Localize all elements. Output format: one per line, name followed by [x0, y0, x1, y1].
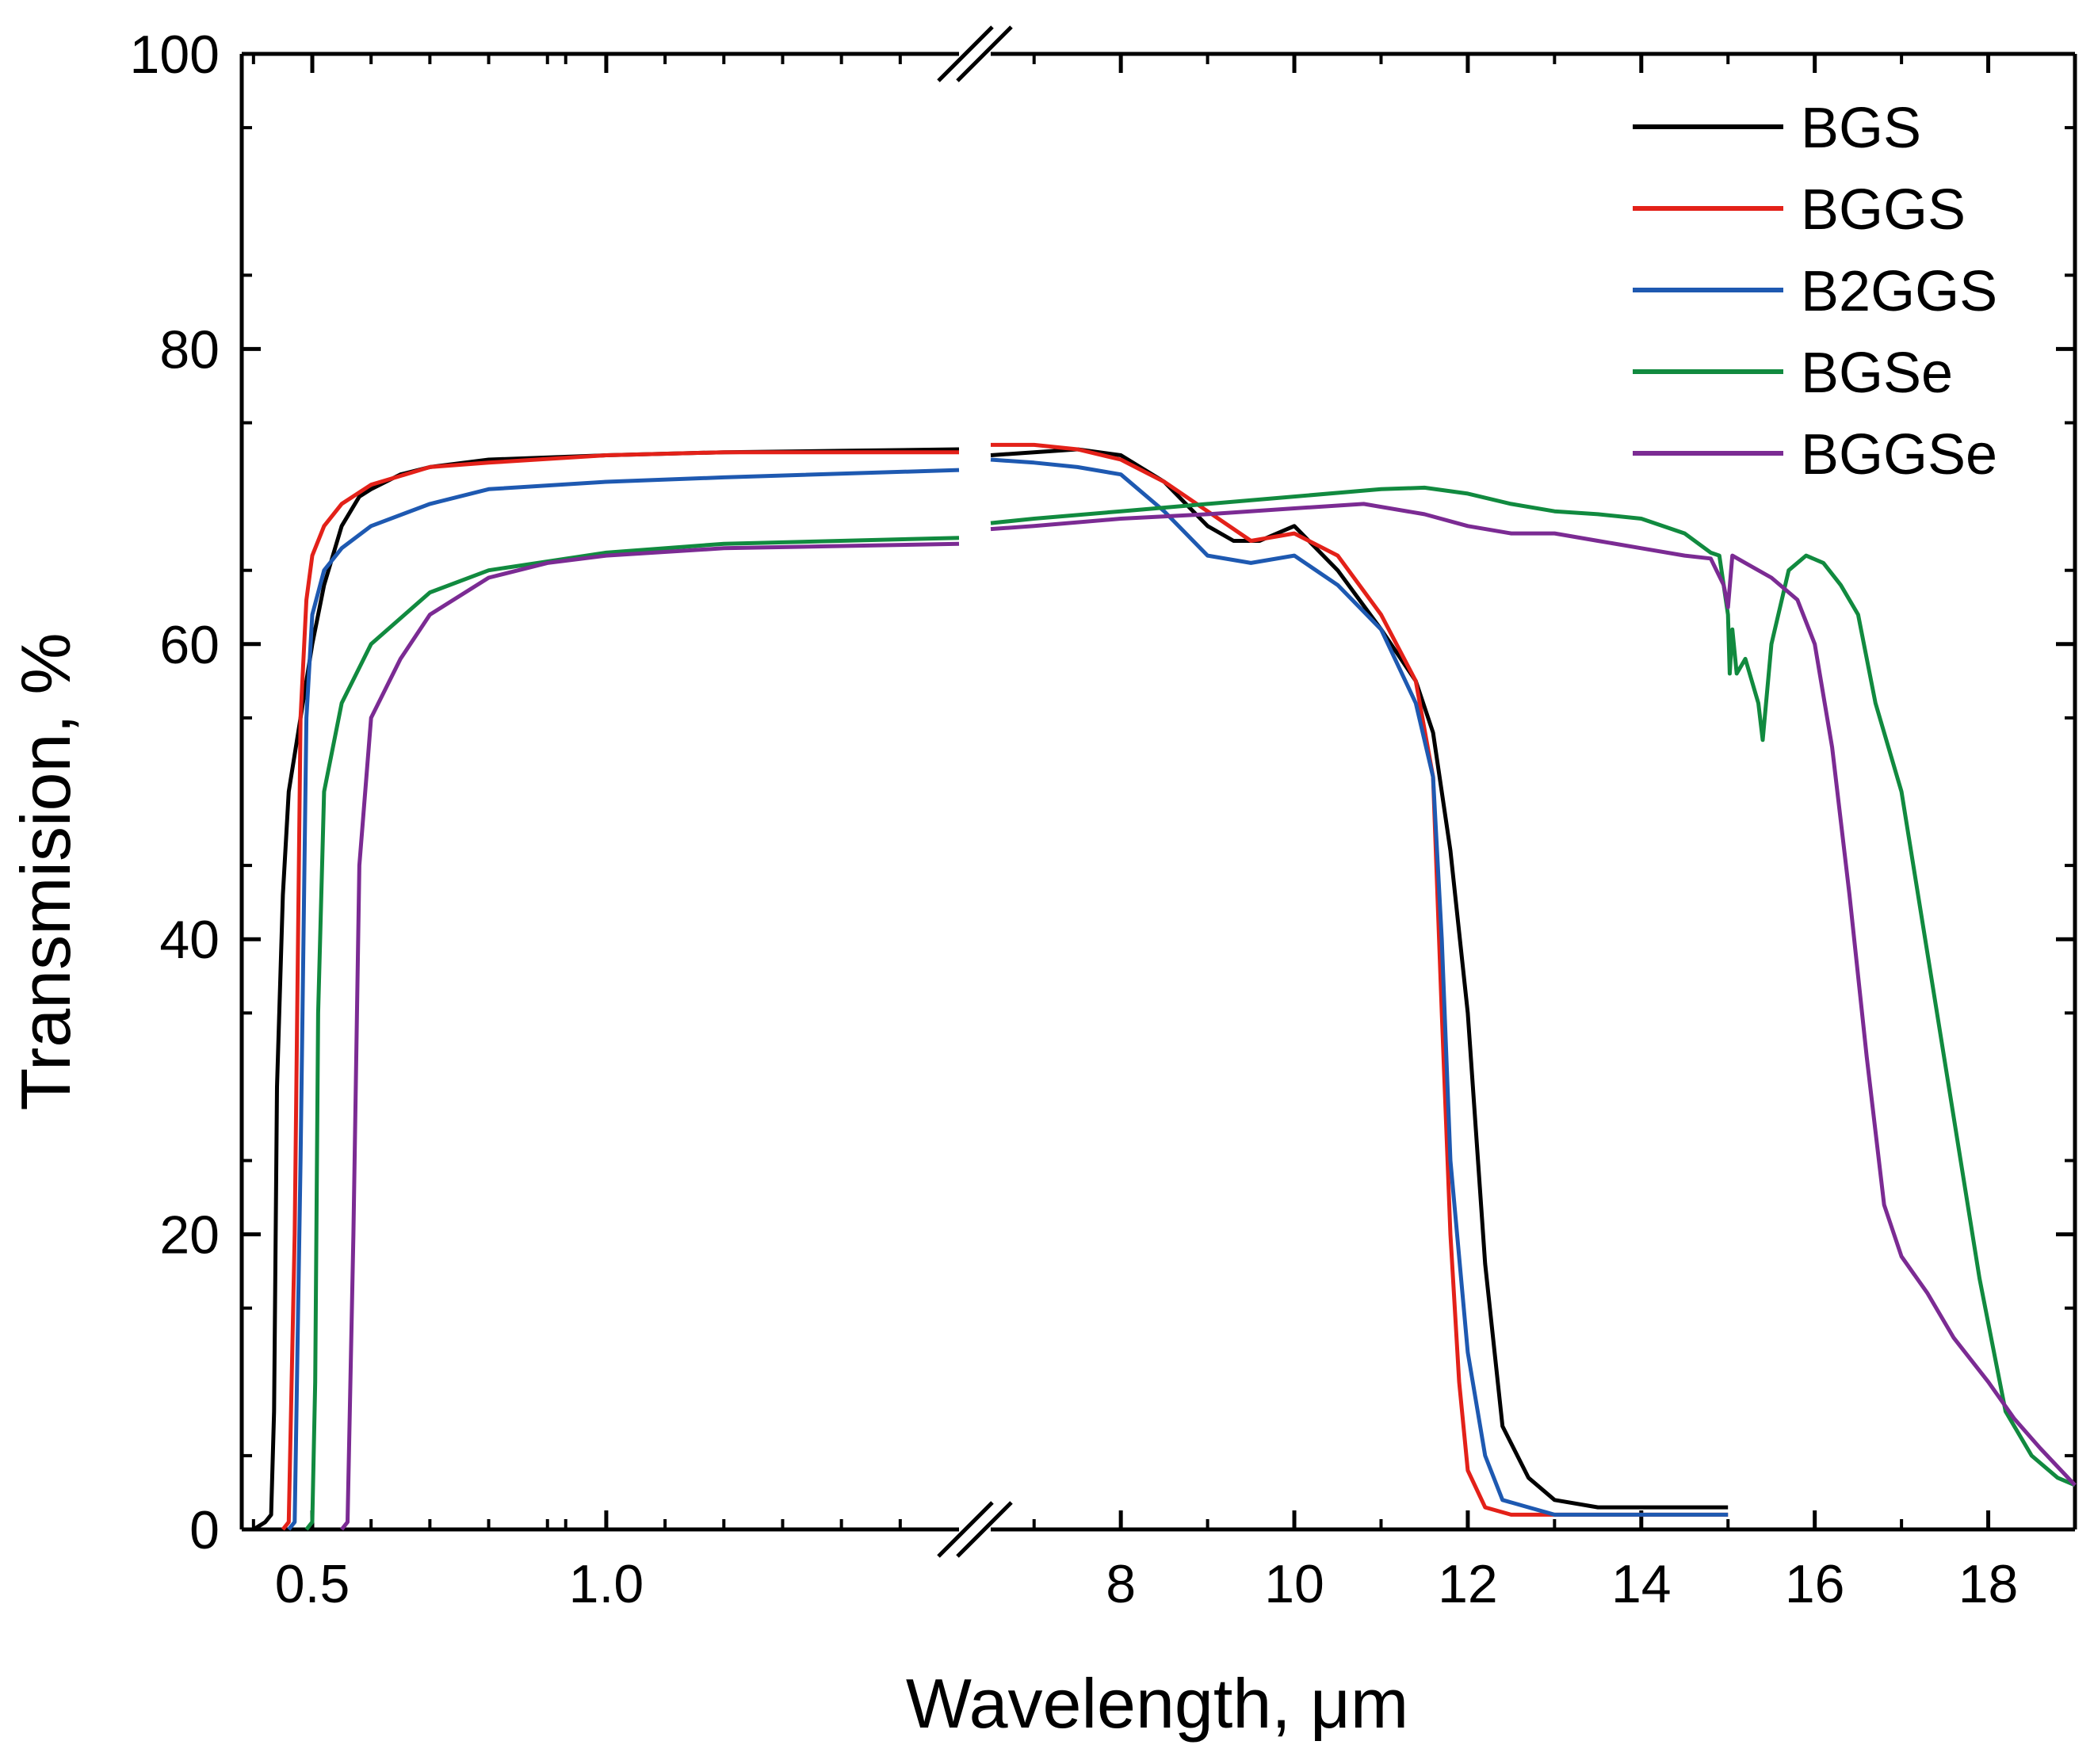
x-tick-label: 18	[1958, 1554, 2019, 1614]
y-tick-label: 0	[189, 1500, 220, 1560]
y-tick-label: 60	[159, 615, 220, 675]
series-line-b2ggs	[287, 468, 960, 1531]
y-tick-label: 100	[130, 25, 220, 85]
legend: BGS BGGS B2GGS BGSe BGGSe	[1633, 97, 1997, 487]
series-layer	[252, 442, 2077, 1532]
series-line-bggs	[281, 450, 959, 1531]
series-line-bgse	[304, 536, 960, 1531]
legend-label-bggse: BGGSe	[1801, 423, 1997, 487]
legend-label-bgse: BGSe	[1801, 342, 1953, 405]
legend-label-bgs: BGS	[1801, 97, 1921, 160]
x-tick-label: 1.0	[569, 1554, 644, 1614]
x-tick-label: 8	[1106, 1554, 1136, 1614]
top-break-mark	[937, 25, 994, 82]
x-tick-label: 10	[1264, 1554, 1324, 1614]
x-tick-label: 0.5	[275, 1554, 350, 1614]
y-tick-label: 20	[159, 1205, 220, 1266]
y-tick-label: 80	[159, 319, 220, 380]
y-tick-label: 40	[159, 910, 220, 970]
y-axis-title: Transmision, %	[6, 632, 85, 1110]
legend-label-bggs: BGGS	[1801, 178, 1966, 242]
axes-layer: 0 20 40 60 80 100 0.5 1.0 8 10 12 14 16 18	[130, 25, 2077, 1614]
bottom-break-mark	[956, 1501, 1013, 1558]
series-line-bgse	[990, 485, 2076, 1487]
x-tick-label: 16	[1785, 1554, 1845, 1614]
series-line-bggse	[340, 541, 960, 1531]
series-line-b2ggs	[990, 457, 1729, 1517]
x-tick-label: 12	[1438, 1554, 1498, 1614]
series-line-bggs	[991, 442, 1729, 1517]
x-tick-label: 14	[1611, 1554, 1672, 1614]
x-axis-title: Wavelength, μm	[906, 1664, 1408, 1743]
series-line-bggse	[990, 502, 2077, 1487]
legend-label-b2ggs: B2GGS	[1801, 260, 1997, 323]
bottom-break-mark	[937, 1501, 994, 1558]
top-break-mark	[956, 25, 1013, 82]
